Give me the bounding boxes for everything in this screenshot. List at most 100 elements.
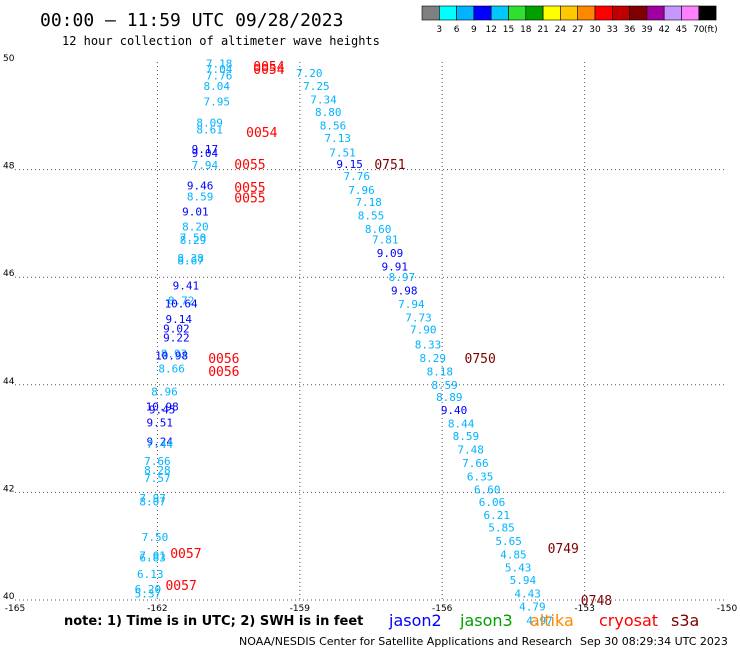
swh-data-label: 9.91 <box>381 260 408 273</box>
time-label: 0055 <box>234 192 265 207</box>
swh-data-label: 9.15 <box>336 158 363 171</box>
y-tick-label: 48 <box>3 162 15 172</box>
wave-height-values: 7.187.047.768.047.958.098.619.179.047.94… <box>135 58 553 628</box>
x-tick-label: -159 <box>290 604 311 614</box>
swh-data-label: 8.93 <box>161 348 188 361</box>
time-label: 0057 <box>165 579 196 594</box>
swh-data-label: 8.33 <box>415 338 442 351</box>
time-stamps: 0054005400540055005500550056005600570057… <box>165 60 612 609</box>
swh-data-label: 7.94 <box>398 298 425 311</box>
swh-data-label: 5.37 <box>135 588 162 601</box>
x-tick-label: -156 <box>432 604 453 614</box>
credit-line: NOAA/NESDIS Center for Satellite Applica… <box>239 635 572 648</box>
swh-data-label: 7.50 <box>142 531 169 544</box>
swh-data-label: 5.43 <box>505 562 532 575</box>
swh-data-label: 9.51 <box>147 416 174 429</box>
swh-data-label: 7.76 <box>344 170 371 183</box>
swh-data-label: 7.04 <box>206 63 233 76</box>
footer-note: note: 1) Time is in UTC; 2) SWH is in fe… <box>64 614 363 629</box>
swh-data-label: 8.66 <box>158 363 185 376</box>
swh-data-label: 7.95 <box>203 95 230 108</box>
swh-data-label: 7.81 <box>372 234 399 247</box>
swh-data-label: 8.97 <box>389 271 416 284</box>
swh-data-label: 8.59 <box>431 379 458 392</box>
swh-data-label: 6.13 <box>137 568 164 581</box>
swh-data-label: 7.66 <box>462 457 489 470</box>
swh-data-label: 10.98 <box>155 350 188 363</box>
swh-data-label: 9.40 <box>441 404 468 417</box>
swh-data-label: 7.66 <box>144 455 171 468</box>
colorbar-swatch <box>663 5 682 21</box>
colorbar-label: 9 <box>471 25 477 35</box>
time-label: 0056 <box>208 352 239 367</box>
time-label: 0056 <box>208 365 239 380</box>
swh-data-label: 8.59 <box>453 430 480 443</box>
colorbar-swatch <box>560 5 579 21</box>
colorbar-label: 39 <box>641 25 653 35</box>
swh-data-label: 4.79 <box>519 600 546 613</box>
swh-data-label: 8.80 <box>315 106 342 119</box>
time-label: 0751 <box>374 158 405 173</box>
colorbar-label: 45 <box>676 25 687 35</box>
swh-data-label: 4.43 <box>514 588 541 601</box>
swh-data-label: 9.04 <box>192 147 219 160</box>
swh-data-label: 7.18 <box>206 58 233 71</box>
colorbar-label: 15 <box>503 25 514 35</box>
colorbar-label: 24 <box>555 25 567 35</box>
colorbar-swatch <box>490 5 509 21</box>
time-label: 0750 <box>465 352 496 367</box>
colorbar-swatch <box>594 5 613 21</box>
swh-data-label: 7.44 <box>147 438 174 451</box>
swh-data-label: 8.67 <box>177 255 204 268</box>
colorbar-label: 18 <box>520 25 532 35</box>
colorbar-label: 27 <box>572 25 583 35</box>
colorbar-swatch <box>611 5 630 21</box>
swh-data-label: 8.56 <box>320 119 347 132</box>
swh-data-label: 5.94 <box>510 574 537 587</box>
swh-data-label: 8.89 <box>436 391 463 404</box>
colorbar-swatch <box>421 5 440 21</box>
colorbar-label: 21 <box>537 25 548 35</box>
y-tick-label: 50 <box>3 54 15 64</box>
satellite-legend: jason2 jason3 altika cryosat s3a <box>388 611 699 630</box>
y-tick-label: 44 <box>3 377 15 387</box>
swh-data-label: 6.83 <box>139 551 166 564</box>
swh-data-label: 8.61 <box>196 123 223 136</box>
swh-data-label: 7.50 <box>180 231 207 244</box>
legend-jason2: jason2 <box>388 611 442 630</box>
colorbar-unit: (ft) <box>704 25 718 35</box>
colorbar-label: 30 <box>589 25 601 35</box>
swh-data-label: 7.57 <box>144 472 171 485</box>
swh-data-label: 9.41 <box>173 279 200 292</box>
swh-data-label: 8.38 <box>177 252 204 265</box>
legend-s3a: s3a <box>671 611 699 630</box>
swh-data-label: 8.29 <box>180 234 207 247</box>
x-tick-label: -165 <box>5 604 25 614</box>
colorbar-label: 3 <box>436 25 442 35</box>
swh-data-label: 7.94 <box>192 159 219 172</box>
swh-data-label: 5.65 <box>495 535 522 548</box>
colorbar-label: 70 <box>693 25 705 35</box>
swh-data-label: 6.21 <box>484 509 511 522</box>
time-label: 0748 <box>581 594 612 609</box>
swh-data-label: 6.06 <box>479 496 506 509</box>
colorbar-label: 42 <box>658 25 669 35</box>
axis-tick-labels: -165 -162 -159 -156 -153 -150 40 42 44 46 48 50 <box>3 54 737 614</box>
colorbar-swatch <box>473 5 492 21</box>
colorbar-label: 36 <box>624 25 636 35</box>
swh-data-label: 7.18 <box>355 196 382 209</box>
swh-data-label: 6.20 <box>135 583 162 596</box>
time-label: 0749 <box>548 542 579 557</box>
legend-altika: altika <box>530 611 574 630</box>
x-tick-label: -162 <box>147 604 167 614</box>
swh-data-label: 8.09 <box>196 116 223 129</box>
swh-data-label: 7.97 <box>139 492 166 505</box>
swh-data-label: 9.01 <box>182 206 209 219</box>
colorbar-swatch <box>629 5 648 21</box>
swh-data-label: 10.64 <box>165 298 198 311</box>
legend-cryosat: cryosat <box>599 611 658 630</box>
colorbar-swatch <box>456 5 475 21</box>
colorbar-swatch <box>681 5 700 21</box>
x-tick-label: -150 <box>717 604 738 614</box>
